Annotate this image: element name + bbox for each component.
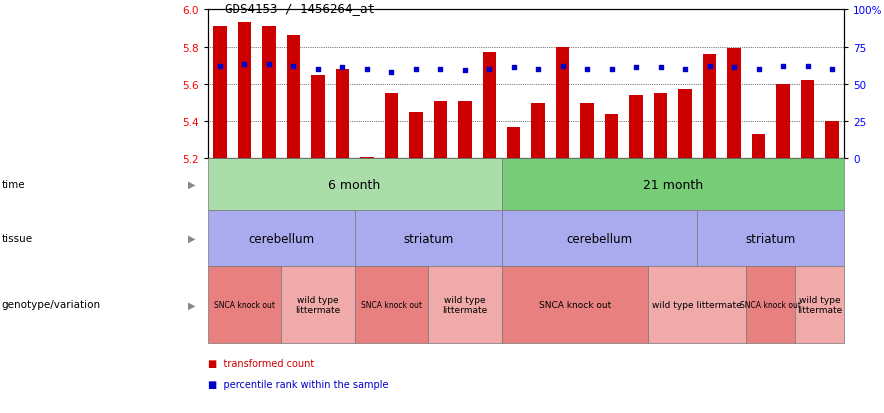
- Text: tissue: tissue: [2, 233, 33, 244]
- Bar: [238, 24, 251, 159]
- Bar: [776, 85, 789, 159]
- Text: wild type
littermate: wild type littermate: [797, 295, 842, 314]
- Text: wild type
littermate: wild type littermate: [295, 295, 340, 314]
- Text: striatum: striatum: [403, 232, 453, 245]
- Bar: [409, 113, 423, 159]
- Text: 21 month: 21 month: [643, 178, 703, 191]
- Bar: [360, 157, 374, 159]
- Point: [653, 65, 667, 71]
- Bar: [826, 122, 839, 159]
- Point: [262, 62, 276, 69]
- Bar: [458, 102, 471, 159]
- Text: SNCA knock out: SNCA knock out: [361, 300, 422, 309]
- Bar: [336, 70, 349, 159]
- Bar: [433, 102, 447, 159]
- Point: [629, 65, 644, 71]
- Point: [482, 66, 496, 73]
- Bar: [678, 90, 692, 159]
- Text: wild type littermate: wild type littermate: [652, 300, 743, 309]
- Point: [238, 62, 252, 69]
- Bar: [483, 53, 496, 159]
- Point: [531, 66, 545, 73]
- Text: ▶: ▶: [188, 299, 195, 310]
- Text: SNCA knock out: SNCA knock out: [214, 300, 275, 309]
- Point: [678, 66, 692, 73]
- Text: cerebellum: cerebellum: [567, 232, 632, 245]
- Text: GDS4153 / 1456264_at: GDS4153 / 1456264_at: [225, 2, 376, 15]
- Point: [825, 66, 839, 73]
- Point: [605, 66, 619, 73]
- Point: [776, 64, 790, 70]
- Bar: [801, 81, 814, 159]
- Point: [360, 66, 374, 73]
- Text: 6 month: 6 month: [329, 178, 381, 191]
- Point: [556, 64, 570, 70]
- Text: striatum: striatum: [746, 232, 796, 245]
- Text: SNCA knock out: SNCA knock out: [740, 300, 801, 309]
- Point: [213, 64, 227, 70]
- Text: cerebellum: cerebellum: [248, 232, 314, 245]
- Bar: [728, 50, 741, 159]
- Text: ▶: ▶: [188, 180, 195, 190]
- Text: ■  transformed count: ■ transformed count: [208, 358, 314, 368]
- Bar: [286, 36, 301, 159]
- Point: [703, 64, 717, 70]
- Bar: [531, 103, 545, 159]
- Bar: [311, 75, 324, 159]
- Bar: [581, 103, 594, 159]
- Point: [580, 66, 594, 73]
- Point: [507, 65, 521, 71]
- Point: [286, 64, 301, 70]
- Text: ▶: ▶: [188, 233, 195, 244]
- Bar: [605, 114, 619, 159]
- Bar: [629, 96, 643, 159]
- Text: SNCA knock out: SNCA knock out: [539, 300, 611, 309]
- Text: ■  percentile rank within the sample: ■ percentile rank within the sample: [208, 379, 388, 389]
- Bar: [263, 27, 276, 159]
- Point: [408, 66, 423, 73]
- Bar: [654, 94, 667, 159]
- Bar: [385, 94, 398, 159]
- Point: [385, 69, 399, 76]
- Bar: [556, 47, 569, 159]
- Text: genotype/variation: genotype/variation: [2, 299, 101, 310]
- Bar: [507, 128, 521, 159]
- Text: time: time: [2, 180, 26, 190]
- Bar: [213, 27, 226, 159]
- Point: [458, 68, 472, 75]
- Point: [433, 66, 447, 73]
- Point: [311, 66, 325, 73]
- Point: [727, 65, 741, 71]
- Point: [751, 66, 766, 73]
- Bar: [751, 135, 766, 159]
- Text: wild type
littermate: wild type littermate: [442, 295, 487, 314]
- Point: [335, 65, 349, 71]
- Point: [800, 64, 814, 70]
- Bar: [703, 55, 716, 159]
